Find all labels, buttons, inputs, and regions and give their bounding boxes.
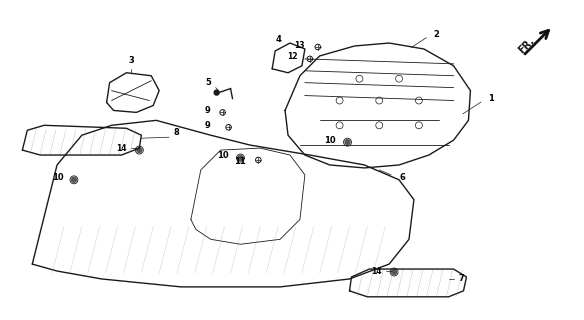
Text: 1: 1 <box>488 94 494 103</box>
Text: 14: 14 <box>371 267 381 276</box>
Circle shape <box>71 177 77 182</box>
Circle shape <box>137 148 142 153</box>
Text: 4: 4 <box>275 35 281 44</box>
Circle shape <box>238 156 243 161</box>
Circle shape <box>392 269 397 275</box>
Text: 9: 9 <box>205 121 211 130</box>
Text: 10: 10 <box>324 136 336 145</box>
Text: 8: 8 <box>173 128 179 137</box>
Circle shape <box>345 140 350 145</box>
Text: 10: 10 <box>53 173 64 182</box>
Text: 2: 2 <box>434 30 440 39</box>
Text: 6: 6 <box>399 173 405 182</box>
Text: 13: 13 <box>294 41 305 50</box>
Text: 7: 7 <box>458 275 464 284</box>
Text: 14: 14 <box>116 144 127 153</box>
Circle shape <box>214 90 219 95</box>
Text: 10: 10 <box>217 150 228 160</box>
Text: 11: 11 <box>234 157 245 166</box>
Text: 5: 5 <box>206 78 211 87</box>
Text: 12: 12 <box>287 52 298 61</box>
Text: FR.: FR. <box>516 36 536 56</box>
Text: 9: 9 <box>205 106 211 115</box>
Text: 3: 3 <box>128 56 134 65</box>
